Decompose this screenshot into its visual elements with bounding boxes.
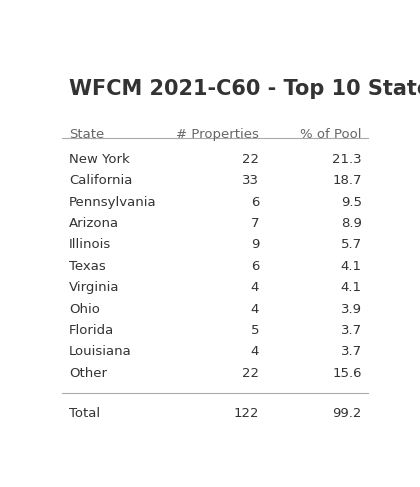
Text: Texas: Texas xyxy=(69,260,105,273)
Text: 6: 6 xyxy=(251,260,259,273)
Text: 3.9: 3.9 xyxy=(341,302,362,316)
Text: 4.1: 4.1 xyxy=(341,260,362,273)
Text: 8.9: 8.9 xyxy=(341,217,362,230)
Text: 4: 4 xyxy=(251,281,259,294)
Text: 4: 4 xyxy=(251,345,259,358)
Text: 3.7: 3.7 xyxy=(341,345,362,358)
Text: 9: 9 xyxy=(251,239,259,251)
Text: 33: 33 xyxy=(242,174,259,187)
Text: Ohio: Ohio xyxy=(69,302,100,316)
Text: New York: New York xyxy=(69,153,129,166)
Text: % of Pool: % of Pool xyxy=(300,128,362,141)
Text: WFCM 2021-C60 - Top 10 States: WFCM 2021-C60 - Top 10 States xyxy=(69,79,420,99)
Text: 22: 22 xyxy=(242,153,259,166)
Text: Illinois: Illinois xyxy=(69,239,111,251)
Text: Virginia: Virginia xyxy=(69,281,119,294)
Text: 22: 22 xyxy=(242,367,259,380)
Text: 18.7: 18.7 xyxy=(332,174,362,187)
Text: Florida: Florida xyxy=(69,324,114,337)
Text: 15.6: 15.6 xyxy=(332,367,362,380)
Text: 4: 4 xyxy=(251,302,259,316)
Text: California: California xyxy=(69,174,132,187)
Text: State: State xyxy=(69,128,104,141)
Text: 7: 7 xyxy=(251,217,259,230)
Text: Other: Other xyxy=(69,367,107,380)
Text: 5.7: 5.7 xyxy=(341,239,362,251)
Text: Pennsylvania: Pennsylvania xyxy=(69,196,156,209)
Text: # Properties: # Properties xyxy=(176,128,259,141)
Text: Total: Total xyxy=(69,407,100,420)
Text: 6: 6 xyxy=(251,196,259,209)
Text: Arizona: Arizona xyxy=(69,217,119,230)
Text: 5: 5 xyxy=(251,324,259,337)
Text: 99.2: 99.2 xyxy=(332,407,362,420)
Text: Louisiana: Louisiana xyxy=(69,345,131,358)
Text: 4.1: 4.1 xyxy=(341,281,362,294)
Text: 21.3: 21.3 xyxy=(332,153,362,166)
Text: 122: 122 xyxy=(234,407,259,420)
Text: 3.7: 3.7 xyxy=(341,324,362,337)
Text: 9.5: 9.5 xyxy=(341,196,362,209)
